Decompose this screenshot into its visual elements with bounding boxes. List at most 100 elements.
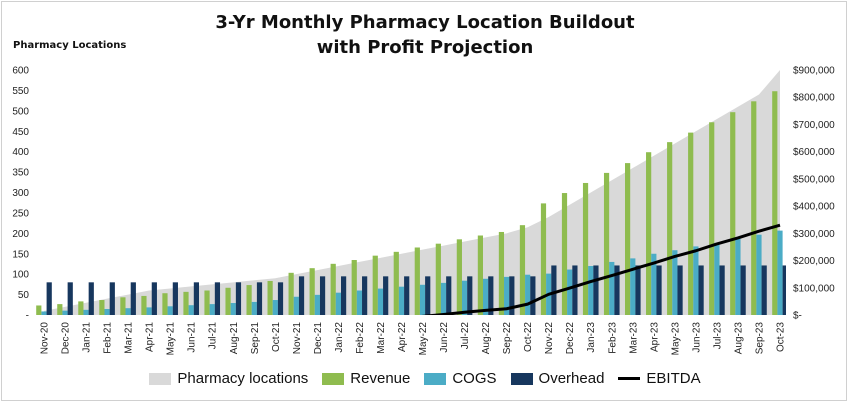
bar-overhead bbox=[151, 282, 157, 315]
bar-overhead bbox=[109, 282, 115, 315]
bar-revenue bbox=[582, 182, 589, 315]
legend-label: EBITDA bbox=[646, 370, 701, 387]
right-tick-label: $900,000 bbox=[793, 66, 835, 77]
legend-item-revenue: Revenue bbox=[322, 370, 410, 387]
bar-cogs bbox=[693, 246, 699, 315]
x-tick-label: Sep-23 bbox=[754, 322, 765, 355]
bar-revenue bbox=[99, 300, 105, 315]
bar-cogs bbox=[630, 258, 636, 315]
bar-cogs bbox=[230, 303, 236, 315]
bar-revenue bbox=[288, 272, 294, 315]
legend-label: Overhead bbox=[538, 370, 605, 387]
bar-overhead bbox=[425, 276, 431, 315]
x-tick-label: May-23 bbox=[670, 322, 681, 356]
x-tick-label: Jan-23 bbox=[586, 322, 597, 353]
bar-overhead bbox=[235, 282, 242, 315]
bar-cogs bbox=[588, 266, 594, 315]
bar-overhead bbox=[298, 276, 305, 315]
bar-cogs bbox=[146, 307, 152, 315]
bar-revenue bbox=[372, 255, 378, 315]
chart-title-line1: 3-Yr Monthly Pharmacy Location Buildout bbox=[215, 12, 635, 33]
line-ebitda bbox=[421, 223, 781, 315]
left-axis-ticks: - 50 100 150 200 250 300 350 400 450 500 550 600 bbox=[12, 66, 29, 322]
bar-cogs bbox=[335, 292, 341, 315]
right-tick-label: $500,000 bbox=[793, 174, 835, 185]
x-tick-label: Mar-23 bbox=[628, 322, 639, 354]
legend-item-pharmacy-locations: Pharmacy locations bbox=[149, 370, 308, 387]
x-tick-label: Dec-21 bbox=[313, 322, 324, 355]
bar-cogs bbox=[41, 311, 47, 315]
bar-cogs bbox=[567, 269, 573, 315]
bar-revenue bbox=[561, 193, 568, 315]
bar-overhead bbox=[740, 265, 746, 315]
bar-overhead bbox=[509, 276, 515, 315]
bar-cogs bbox=[83, 309, 89, 315]
x-tick-label: Dec-20 bbox=[61, 322, 72, 355]
x-tick-label: Feb-23 bbox=[607, 322, 618, 354]
bar-overhead bbox=[614, 265, 620, 315]
x-tick-label: Feb-21 bbox=[103, 322, 114, 354]
bar-revenue bbox=[688, 132, 694, 315]
bar-cogs bbox=[483, 278, 489, 315]
bar-revenue bbox=[204, 290, 210, 315]
bar-overhead bbox=[677, 265, 683, 315]
bar-overhead bbox=[488, 276, 494, 315]
legend-item-cogs: COGS bbox=[424, 370, 497, 387]
bar-overhead bbox=[572, 265, 578, 315]
bar-revenue bbox=[498, 231, 505, 315]
bar-revenue bbox=[57, 304, 63, 315]
left-tick-label: 150 bbox=[12, 249, 29, 260]
bar-cogs bbox=[167, 306, 173, 315]
bar-cogs bbox=[461, 280, 468, 315]
bar-revenue bbox=[36, 305, 42, 315]
bar-revenue bbox=[603, 172, 610, 315]
bar-revenue bbox=[330, 263, 336, 315]
bar-revenue bbox=[78, 301, 84, 315]
legend-swatch-cogs bbox=[424, 372, 447, 385]
bar-revenue bbox=[730, 112, 736, 315]
x-tick-label: Oct-23 bbox=[776, 322, 787, 352]
x-tick-label: Mar-22 bbox=[376, 322, 387, 354]
x-tick-label: Mar-21 bbox=[124, 322, 135, 354]
bar-cogs bbox=[398, 286, 405, 315]
left-tick-label: 450 bbox=[12, 127, 29, 138]
bar-cogs bbox=[377, 288, 384, 315]
bar-overhead bbox=[88, 282, 94, 315]
left-tick-label: 550 bbox=[12, 86, 29, 97]
x-tick-label: Nov-21 bbox=[292, 322, 303, 355]
x-tick-label: Jan-21 bbox=[82, 322, 93, 353]
legend: Pharmacy locations Revenue COGS Overhead… bbox=[0, 370, 850, 387]
bar-cogs bbox=[188, 305, 194, 315]
left-tick-label: 500 bbox=[12, 106, 29, 117]
bar-revenue bbox=[709, 122, 715, 315]
bar-revenue bbox=[267, 280, 273, 315]
bar-revenue bbox=[772, 91, 778, 315]
right-tick-label: $600,000 bbox=[793, 147, 835, 158]
bar-overhead bbox=[467, 276, 473, 315]
bar-revenue bbox=[246, 285, 252, 315]
bar-overhead bbox=[256, 282, 263, 315]
legend-item-ebitda: EBITDA bbox=[618, 370, 701, 387]
legend-swatch-overhead bbox=[510, 372, 533, 385]
x-tick-label: Jan-22 bbox=[334, 322, 345, 353]
bar-overhead bbox=[530, 276, 536, 315]
right-tick-label: $700,000 bbox=[793, 120, 835, 131]
bar-overhead bbox=[130, 282, 136, 315]
legend-item-overhead: Overhead bbox=[510, 370, 605, 387]
x-axis-ticks: Nov-20 Dec-20 Jan-21 Feb-21 Mar-21 Apr-21 May-… bbox=[40, 322, 787, 356]
bar-cogs bbox=[209, 304, 215, 315]
bar-overhead bbox=[635, 265, 641, 315]
right-tick-label: $- bbox=[793, 311, 802, 322]
bar-cogs bbox=[125, 308, 131, 315]
legend-label: Pharmacy locations bbox=[177, 370, 309, 387]
x-tick-label: Aug-23 bbox=[733, 322, 744, 355]
bar-revenue bbox=[456, 239, 462, 315]
bar-overhead bbox=[761, 265, 767, 315]
bar-overhead bbox=[46, 282, 52, 315]
x-tick-label: Oct-21 bbox=[271, 322, 282, 352]
bar-revenue bbox=[414, 247, 420, 315]
x-tick-label: Jul-23 bbox=[712, 322, 723, 350]
line-series-group bbox=[421, 223, 781, 315]
bar-cogs bbox=[356, 290, 363, 315]
